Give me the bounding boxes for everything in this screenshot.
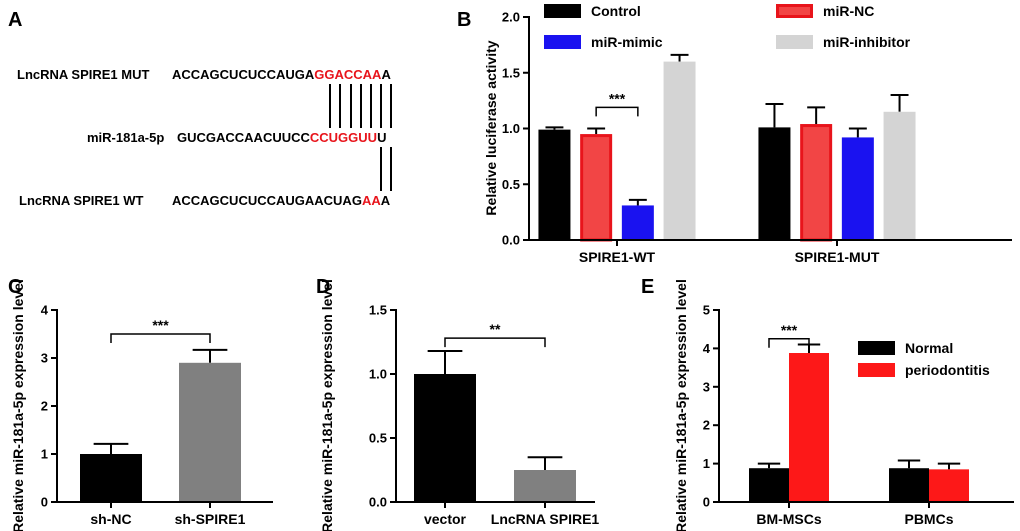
legend-label-periodontitis: periodontitis — [905, 362, 990, 378]
seq-mir-highlight: CCUGGUU — [310, 130, 377, 145]
legend-swatch-mir-mimic — [544, 35, 581, 49]
legend-label-control: Control — [591, 3, 641, 19]
seq-wt-prefix: ACCAGCUCUCCAUGAACUAG — [172, 193, 362, 208]
x-category-label: LncRNA SPIRE1 — [491, 511, 600, 527]
y-axis-title: Relative miR-181a-5p expression level — [10, 279, 26, 531]
y-tick-label: 1.0 — [502, 121, 520, 136]
y-tick-label: 5 — [703, 303, 710, 318]
seq-wt-highlight: AA — [362, 193, 381, 208]
y-tick-label: 0.5 — [502, 177, 520, 192]
y-tick-label: 0 — [41, 495, 48, 510]
x-category-label: BM-MSCs — [756, 511, 822, 527]
significance-bracket — [595, 106, 639, 117]
y-tick-label: 1.5 — [369, 303, 387, 318]
significance-label: ** — [490, 321, 501, 337]
bar-e-normal-1 — [889, 468, 929, 502]
y-tick-label: 4 — [41, 303, 49, 318]
x-category-label: PBMCs — [904, 511, 953, 527]
significance-bracket — [444, 337, 546, 348]
bar-b-control-0 — [538, 129, 571, 240]
chart-panel-d: 0.0 0.5 1.0 1.5 vector LncRNA SPIRE1 Relative … — [319, 279, 599, 531]
legend-label-mir-nc: miR-NC — [823, 3, 874, 19]
panel-letter-c: C — [8, 276, 22, 298]
seq-mut: ACCAGCUCUCCAUGAGGACCAAA — [172, 67, 391, 82]
pairing-lines-lower — [380, 147, 392, 191]
bar-b-mir-mimic-1 — [841, 137, 874, 240]
legend-label-mir-inhibitor: miR-inhibitor — [823, 34, 911, 50]
y-tick-label: 2 — [41, 399, 48, 414]
seq-mir-suffix: U — [377, 130, 386, 145]
seq-mut-suffix: A — [381, 67, 391, 82]
y-tick-label: 3 — [703, 379, 710, 394]
legend-swatch-periodontitis — [858, 363, 895, 377]
seq-wt: ACCAGCUCUCCAUGAACUAGAAA — [172, 193, 391, 208]
significance-bracket — [768, 338, 810, 348]
y-axis-title: Relative miR-181a-5p expression level — [319, 279, 335, 531]
bar-e-normal-0 — [749, 468, 789, 502]
panel-letter-a: A — [8, 9, 22, 31]
pairing-lines-upper — [329, 84, 392, 128]
significance-label: *** — [609, 90, 626, 106]
seq-wt-suffix: A — [381, 193, 391, 208]
seq-label-mut: LncRNA SPIRE1 MUT — [17, 67, 149, 82]
y-tick-label: 1 — [41, 447, 48, 462]
chart-panel-b: 0.0 0.5 1.0 1.5 2.0 SPIRE1-WT SPIRE1-MUT Relati… — [483, 3, 1012, 265]
y-axis-title: Relative miR-181a-5p expression level — [673, 279, 689, 531]
y-tick-label: 0 — [703, 495, 710, 510]
bar-b-mir-inhibitor-0 — [663, 61, 696, 240]
chart-panel-e: 0 1 2 3 4 5 BM-MSCs PBMCs Relative miR-181a-5p e… — [673, 279, 1014, 531]
panel-letter-d: D — [316, 276, 330, 298]
legend-swatch-normal — [858, 341, 895, 355]
chart-panel-c: 0 1 2 3 4 sh-NC sh-SPIRE1 Relative miR-181a-5p … — [10, 279, 273, 531]
bar-b-mir-nc-1 — [800, 124, 833, 242]
y-tick-label: 1 — [703, 456, 710, 471]
legend-swatch-mir-inhibitor — [776, 35, 813, 49]
seq-mir-prefix: GUCGACCAACUUCC — [177, 130, 310, 145]
legend-label-normal: Normal — [905, 340, 953, 356]
y-tick-label: 3 — [41, 351, 48, 366]
x-category-label: sh-SPIRE1 — [175, 511, 246, 527]
legend-label-mir-mimic: miR-mimic — [591, 34, 663, 50]
y-tick-label: 0.0 — [369, 495, 387, 510]
bar-b-mir-nc-0 — [580, 134, 613, 242]
bar-c-expression-1 — [179, 362, 241, 502]
bar-d-expression-0 — [414, 374, 476, 502]
seq-label-wt: LncRNA SPIRE1 WT — [19, 193, 144, 208]
bar-b-mir-inhibitor-1 — [883, 111, 916, 241]
significance-label: *** — [152, 317, 169, 333]
bar-b-mir-mimic-0 — [621, 205, 654, 240]
significance-label: *** — [781, 322, 798, 338]
y-tick-label: 2.0 — [502, 10, 520, 25]
bar-e-periodontitis-1 — [929, 469, 969, 502]
legend-swatch-mir-nc — [776, 4, 813, 18]
y-tick-label: 1.5 — [502, 65, 520, 80]
seq-label-mir: miR-181a-5p — [87, 130, 164, 145]
x-category-label: SPIRE1-MUT — [795, 249, 880, 265]
significance-bracket — [110, 333, 211, 343]
bar-c-expression-0 — [80, 454, 142, 502]
seq-mut-prefix: ACCAGCUCUCCAUGA — [172, 67, 315, 82]
bar-b-control-1 — [758, 127, 791, 240]
bar-e-periodontitis-0 — [789, 353, 829, 502]
x-category-label: vector — [424, 511, 467, 527]
panel-letter-b: B — [457, 9, 471, 31]
y-tick-label: 0.0 — [502, 233, 520, 248]
x-category-label: SPIRE1-WT — [579, 249, 656, 265]
y-tick-label: 2 — [703, 418, 710, 433]
panel-a-alignment: LncRNA SPIRE1 MUT ACCAGCUCUCCAUGAGGACCAA… — [17, 67, 392, 208]
y-axis-title: Relative luciferase activity — [483, 40, 499, 215]
y-tick-label: 4 — [703, 341, 711, 356]
seq-mir: GUCGACCAACUUCCCCUGGUUU — [177, 130, 386, 145]
bar-d-expression-1 — [514, 470, 576, 502]
y-tick-label: 1.0 — [369, 367, 387, 382]
y-tick-label: 0.5 — [369, 431, 387, 446]
panel-letter-e: E — [641, 276, 654, 298]
legend-swatch-control — [544, 4, 581, 18]
seq-mut-highlight: GGACCAA — [314, 67, 382, 82]
x-category-label: sh-NC — [90, 511, 131, 527]
